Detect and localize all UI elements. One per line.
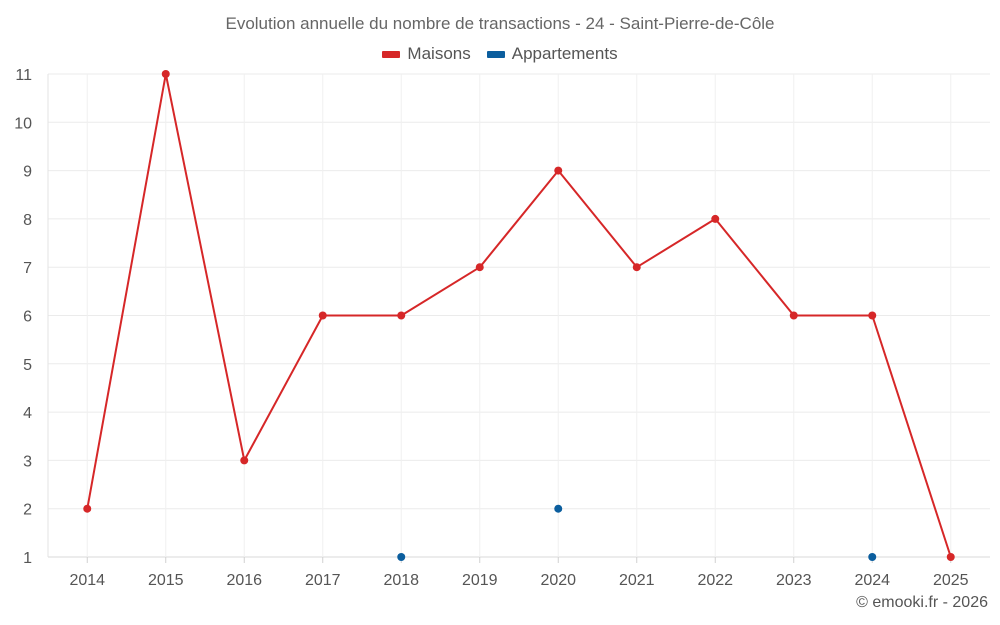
y-tick-label: 1 <box>23 550 32 567</box>
legend-swatch-appartements <box>486 50 505 58</box>
chart-title: Evolution annuelle du nombre de transact… <box>225 14 775 33</box>
legend-label-appartements: Appartements <box>511 44 618 63</box>
x-tick-label: 2017 <box>305 572 341 589</box>
series-line-maisons <box>86 73 952 558</box>
x-tick-label: 2022 <box>697 572 733 589</box>
data-point-appartements-2024 <box>868 553 877 561</box>
data-point-maisons-2014 <box>83 504 92 513</box>
y-tick-label: 6 <box>23 309 32 326</box>
x-tick-label: 2014 <box>69 572 105 589</box>
y-tick-label: 4 <box>23 405 32 422</box>
legend-swatch-maisons <box>382 50 401 58</box>
x-tick-label: 2024 <box>854 572 890 589</box>
chart-legend: Maisons Appartements <box>0 44 1000 64</box>
data-point-maisons-2016 <box>240 456 249 465</box>
y-tick-label: 2 <box>23 502 32 519</box>
data-point-maisons-2020 <box>554 166 563 175</box>
data-point-maisons-2019 <box>475 263 484 272</box>
x-tick-label: 2019 <box>462 572 498 589</box>
y-tick-label: 9 <box>23 164 32 181</box>
y-tick-label: 11 <box>15 67 32 84</box>
x-tick-label: 2018 <box>383 572 419 589</box>
x-tick-label: 2023 <box>776 572 812 589</box>
data-point-maisons-2018 <box>397 311 406 320</box>
data-point-maisons-2024 <box>868 311 877 320</box>
data-point-maisons-2022 <box>711 214 720 223</box>
x-tick-label: 2025 <box>933 572 969 589</box>
data-point-appartements-2020 <box>554 504 563 513</box>
y-tick-label: 10 <box>14 115 32 132</box>
data-point-maisons-2017 <box>318 311 327 320</box>
data-point-maisons-2025 <box>946 553 955 561</box>
legend-item-appartements[interactable]: Appartements <box>486 44 618 64</box>
x-tick-label: 2015 <box>148 572 184 589</box>
y-tick-label: 8 <box>23 212 32 229</box>
x-tick-label: 2020 <box>540 572 576 589</box>
x-tick-label: 2016 <box>226 572 262 589</box>
data-point-maisons-2015 <box>161 70 170 78</box>
credit-text: © emooki.fr - 2026 <box>856 594 988 611</box>
data-point-maisons-2021 <box>632 263 641 272</box>
data-point-appartements-2018 <box>397 553 406 561</box>
x-tick-label: 2021 <box>619 572 655 589</box>
y-tick-label: 5 <box>23 357 32 374</box>
y-tick-label: 3 <box>23 453 32 470</box>
legend-label-maisons: Maisons <box>407 44 471 63</box>
legend-item-maisons[interactable]: Maisons <box>382 44 471 64</box>
data-point-maisons-2023 <box>789 311 798 320</box>
y-tick-label: 7 <box>23 260 32 277</box>
